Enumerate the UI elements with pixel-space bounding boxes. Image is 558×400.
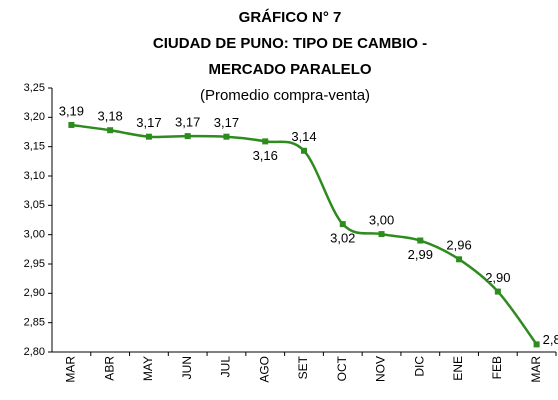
y-tick-label: 2,80 bbox=[24, 346, 45, 358]
chart-title: MERCADO PARALELO bbox=[208, 61, 371, 78]
data-label: 2,90 bbox=[485, 270, 510, 285]
x-tick-label: OCT bbox=[335, 355, 349, 381]
marker bbox=[339, 221, 346, 228]
x-tick-label: ABR bbox=[102, 356, 116, 381]
data-label: 3,18 bbox=[97, 109, 122, 124]
data-label: 3,17 bbox=[175, 115, 200, 130]
x-tick-label: FEB bbox=[490, 356, 504, 379]
marker bbox=[145, 133, 152, 140]
chart-title: CIUDAD DE PUNO: TIPO DE CAMBIO - bbox=[153, 35, 427, 52]
data-label: 2,96 bbox=[446, 238, 471, 253]
x-tick-label: DIC bbox=[412, 356, 426, 377]
x-tick-label: MAR bbox=[64, 356, 78, 383]
chart-title: GRÁFICO N° 7 bbox=[239, 9, 342, 26]
y-tick-label: 3,05 bbox=[24, 199, 45, 211]
x-tick-label: MAY bbox=[141, 356, 155, 381]
data-label: 3,19 bbox=[59, 103, 84, 118]
marker bbox=[107, 127, 114, 134]
y-tick-label: 3,10 bbox=[24, 170, 45, 182]
x-tick-label: NOV bbox=[374, 356, 388, 382]
y-tick-label: 2,85 bbox=[24, 317, 45, 329]
y-tick-label: 3,15 bbox=[24, 141, 45, 153]
chart-subtitle: (Promedio compra-venta) bbox=[200, 87, 370, 104]
marker bbox=[68, 121, 75, 128]
y-tick-label: 3,25 bbox=[24, 82, 45, 94]
x-tick-label: JUN bbox=[180, 356, 194, 379]
data-label: 3,17 bbox=[214, 115, 239, 130]
marker bbox=[417, 237, 424, 244]
data-label: 3,16 bbox=[253, 148, 278, 163]
marker bbox=[301, 147, 307, 154]
x-tick-label: MAR bbox=[529, 356, 543, 383]
marker bbox=[184, 133, 191, 140]
data-label: 2,81 bbox=[543, 332, 558, 347]
marker bbox=[378, 231, 385, 238]
marker bbox=[494, 288, 501, 295]
data-label: 3,00 bbox=[369, 213, 394, 228]
x-tick-label: AGO bbox=[257, 356, 271, 383]
marker bbox=[456, 256, 463, 263]
data-label: 3,17 bbox=[136, 115, 161, 130]
x-tick-label: ENE bbox=[451, 356, 465, 381]
data-label: 3,02 bbox=[330, 231, 355, 246]
y-tick-label: 3,00 bbox=[24, 229, 45, 241]
marker bbox=[533, 341, 540, 348]
y-tick-label: 2,90 bbox=[24, 287, 45, 299]
marker bbox=[223, 133, 230, 140]
data-label: 2,99 bbox=[408, 247, 433, 262]
y-tick-label: 2,95 bbox=[24, 258, 45, 270]
data-label: 3,14 bbox=[291, 129, 316, 144]
x-tick-label: SET bbox=[296, 355, 310, 379]
marker bbox=[262, 138, 269, 145]
line bbox=[71, 123, 538, 346]
y-tick-label: 3,20 bbox=[24, 111, 45, 123]
x-tick-label: JUL bbox=[219, 356, 233, 378]
